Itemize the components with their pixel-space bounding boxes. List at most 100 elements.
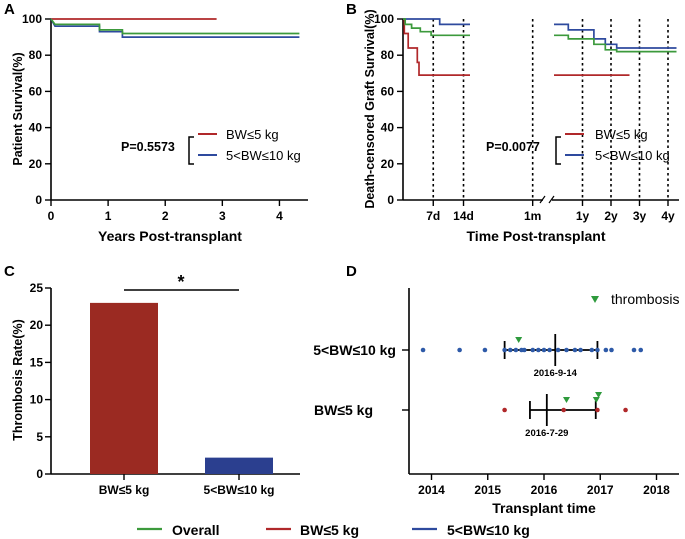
panel-b-bracket: [555, 136, 561, 165]
panel-a-xtick-label: 0: [48, 209, 55, 223]
panel-d-point: [522, 347, 527, 353]
panel-d-point: [536, 347, 541, 353]
panel-d-point: [595, 407, 600, 413]
panel-b-xtick-label: 14d: [453, 209, 474, 223]
panel-a-ylabel: Patient Survival(%): [11, 52, 25, 165]
panel-b-xtick-label: 2y: [604, 209, 618, 223]
panel-d-point: [507, 347, 513, 353]
panel-c-xtick-label: 5<BW≤10 kg: [204, 483, 275, 497]
panel-a-ytick-label: 40: [29, 121, 43, 135]
panel-c-bar: [205, 457, 273, 474]
panel-a-ytick-label: 60: [29, 84, 43, 98]
panel-d-point: [623, 407, 628, 413]
panel-d-xtick-label: 2018: [643, 483, 670, 497]
panel-d-xtick-label: 2017: [587, 483, 614, 497]
panel-a-label: A: [4, 1, 15, 18]
panel-d-thrombosis-marker: [515, 337, 523, 343]
panel-a-legend-bw10: 5<BW≤10 kg: [226, 148, 301, 163]
panel-d-legend-triangle: [591, 296, 599, 303]
panel-c-ylabel: Thrombosis Rate(%): [11, 319, 25, 441]
panel-d-xlabel: Transplant time: [492, 500, 596, 516]
panel-d-point: [555, 347, 561, 353]
panel-b-xtick-label: 7d: [426, 209, 440, 223]
panel-d-point: [603, 347, 609, 353]
legend-bw5: BW≤5 kg: [300, 522, 359, 538]
panel-c-chart: 0 5 10 15 20 25 BW≤5 kg 5<BW≤10 kg Thrombosis …: [11, 272, 300, 497]
panel-a-xtick-label: 2: [162, 209, 169, 223]
panel-d-point: [572, 347, 578, 353]
panel-a-xtick-label: 3: [219, 209, 226, 223]
panel-b-xlabel: Time Post-transplant: [467, 228, 606, 244]
legend-bw10: 5<BW≤10 kg: [447, 522, 530, 538]
panel-b-ytick-label: 80: [381, 48, 395, 62]
panel-b-label: B: [346, 1, 357, 18]
panel-b-ytick-label: 40: [381, 121, 395, 135]
panel-b-series-bw10: [554, 23, 677, 49]
panel-b-series-bw5: [403, 18, 470, 76]
panel-a-bracket: [188, 136, 194, 165]
panel-d-median-label: 2016-9-14: [534, 368, 578, 379]
panel-c-ytick-label: 25: [30, 281, 44, 295]
panel-d-point: [502, 407, 507, 413]
panel-b-ytick-label: 20: [381, 157, 395, 171]
panel-b-pvalue: P=0.0077: [486, 140, 540, 154]
panel-a-chart: 0 20 40 60 80 100 0 1 2 3 4 Patient Survival(%) Y…: [11, 12, 308, 244]
panel-c-ytick-label: 15: [30, 355, 44, 369]
panel-b-series-overall: [554, 34, 677, 53]
panel-a-ytick-label: 0: [35, 193, 42, 207]
panel-c-bar: [90, 302, 158, 474]
panel-d-median-label: 2016-7-29: [525, 428, 568, 439]
panel-d-point: [482, 347, 488, 353]
panel-a-ytick-label: 100: [22, 12, 42, 26]
panel-d-group-label-1: 5<BW≤10 kg: [313, 342, 396, 358]
panel-b-ytick-label: 100: [374, 12, 394, 26]
panel-d-point: [457, 347, 462, 353]
panel-c-xtick-label: BW≤5 kg: [99, 483, 150, 497]
panel-b-xtick-label: 4y: [661, 209, 675, 223]
panel-d-xtick-label: 2016: [531, 483, 558, 497]
panel-a-xtick-label: 4: [276, 209, 283, 223]
panel-c-ytick-label: 20: [30, 318, 44, 332]
panel-a-series-overall: [50, 18, 300, 35]
panel-b-ytick-label: 0: [387, 193, 394, 207]
panel-c-ytick-label: 0: [36, 467, 43, 481]
panel-d-thrombosis-marker: [563, 397, 570, 403]
panel-d-point: [609, 347, 614, 353]
panel-d-thrombosis-marker: [592, 397, 600, 403]
panel-d-xtick-label: 2015: [474, 483, 501, 497]
panel-b-legend-bw5: BW≤5 kg: [595, 127, 648, 142]
panel-d-point: [513, 347, 519, 353]
panel-a-ytick-label: 80: [29, 48, 43, 62]
bottom-legend: Overall BW≤5 kg 5<BW≤10 kg: [137, 522, 530, 538]
panel-a-xtick-label: 1: [105, 209, 112, 223]
panel-d-point: [547, 347, 552, 353]
panel-d-point: [589, 347, 595, 353]
panel-b-axis-break: [548, 195, 555, 204]
panel-d-point: [420, 347, 426, 353]
panel-d-point: [564, 347, 569, 353]
panel-d-point: [638, 347, 644, 353]
panel-b-axis-break: [539, 195, 546, 204]
legend-overall: Overall: [172, 522, 219, 538]
panel-b-xtick-label: 1y: [576, 209, 590, 223]
panel-a-xlabel: Years Post-transplant: [98, 228, 242, 244]
panel-a-legend-bw5: BW≤5 kg: [226, 127, 279, 142]
panel-a-pvalue: P=0.5573: [121, 140, 175, 154]
panel-d-legend-thrombosis: thrombosis: [611, 291, 679, 307]
panel-b-legend-bw10: 5<BW≤10 kg: [595, 148, 670, 163]
panel-b-ytick-label: 60: [381, 84, 395, 98]
panel-d-chart: 5<BW≤10 kg BW≤5 kg 2014 2015 2016 2017 2018 …: [313, 288, 679, 516]
panel-d-point: [561, 407, 566, 413]
panel-b-ylabel: Death-censored Graft Survival(%): [363, 9, 377, 208]
panel-b-xtick-label: 1m: [524, 209, 541, 223]
panel-d-thrombosis-marker: [595, 392, 603, 398]
panel-d-point: [541, 347, 547, 353]
panel-c-label: C: [4, 263, 15, 280]
panel-a-ytick-label: 20: [29, 157, 43, 171]
panel-b-series-overall: [403, 18, 470, 37]
panel-d-group-label-2: BW≤5 kg: [314, 402, 373, 418]
panel-b-xtick-label: 3y: [633, 209, 647, 223]
panel-d-point: [595, 347, 600, 353]
panel-d-label: D: [346, 263, 357, 280]
